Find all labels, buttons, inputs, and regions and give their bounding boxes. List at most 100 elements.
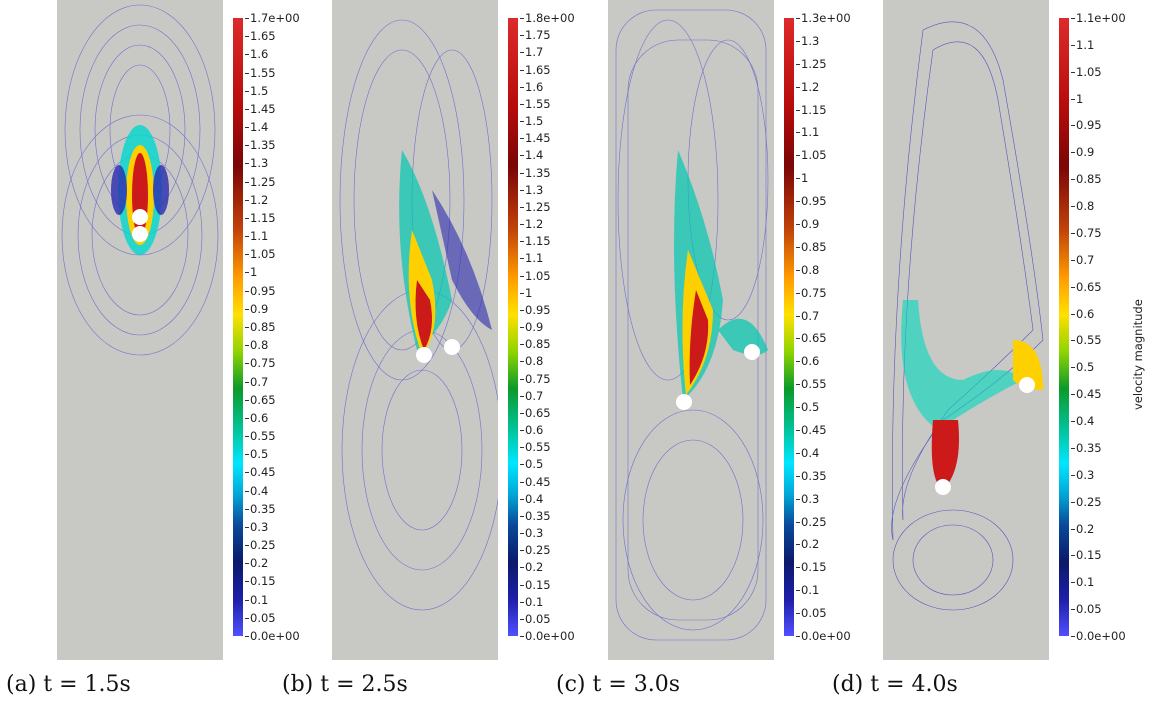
colorbar-tick-label: 0.45: [796, 423, 827, 437]
colorbar-tick-label: 1.35: [245, 138, 276, 153]
particle-2: [132, 226, 148, 242]
colorbar-tick-label: 0.2: [519, 560, 544, 575]
particle-1: [416, 347, 432, 363]
colorbar-tick-label: 1.05: [796, 148, 827, 163]
colorbar-tick-label: 1.5: [519, 114, 544, 128]
colorbar-tick-label: 0.4: [244, 483, 269, 498]
colorbar-tick-label: 0.25: [1071, 494, 1102, 509]
colorbar-title: velocity magnitude: [1131, 299, 1145, 410]
colorbar-tick-label: 1.1: [1070, 37, 1095, 52]
colorbar-tick-label: 0.6: [244, 410, 269, 425]
colorbar-tick-label: 0.45: [245, 465, 276, 480]
colorbar-tick-label: 0.2: [244, 556, 269, 571]
colorbar-tick-label: 0.3: [1070, 467, 1095, 482]
colorbar-tick-label: 0.6: [1070, 306, 1095, 321]
colorbar-tick-label: 1: [519, 285, 533, 300]
colorbar-tick-label: 1.15: [520, 234, 551, 249]
colorbar-tick-label: 0.75: [796, 285, 827, 300]
colorbar-tick-label: 0.45: [520, 474, 551, 489]
colorbar-tick-label: 0.05: [1071, 602, 1102, 617]
colorbar-tick-label: 0.55: [520, 440, 551, 455]
colorbar-tick-label: 0.7: [795, 308, 820, 323]
colorbar-tick-label: 0.95: [520, 302, 551, 317]
colorbar-tick-label: 1.65: [245, 29, 276, 44]
colorbar-tick-label: 0.1: [519, 594, 544, 609]
colorbar-tick-label: 1.3: [519, 182, 544, 197]
colorbar-tick-label: 1.65: [520, 62, 551, 77]
colorbar-tick-label: 0.6: [795, 354, 820, 369]
colorbar-tick-label: 1.75: [520, 28, 551, 43]
caption-b: (b) t = 2.5s: [282, 672, 408, 697]
streamline-plot-c: [615, 9, 769, 641]
colorbar-tick-label: 0.3: [795, 491, 820, 506]
colorbar-d: [1059, 18, 1069, 636]
colorbar-tick-label: 1.7e+00: [245, 11, 300, 25]
colorbar-tick-label: 1.55: [520, 96, 551, 111]
colorbar-tick-label: 1.1e+00: [1071, 11, 1126, 25]
colorbar-tick-label: 0.35: [796, 468, 827, 483]
colorbar-tick-label: 1: [1070, 91, 1084, 106]
colorbar-tick-label: 0.85: [245, 320, 276, 334]
colorbar-tick-label: 0.95: [245, 283, 276, 298]
colorbar-tick-label: 0.85: [520, 337, 551, 352]
colorbar-tick-label: 1.25: [245, 174, 276, 189]
colorbar-tick-label: 0.15: [520, 577, 551, 592]
colorbar-tick-label: 0.3: [244, 519, 269, 534]
colorbar-tick-label: 0.25: [245, 538, 276, 553]
colorbar-tick-label: 0.25: [796, 514, 827, 529]
colorbar-tick-label: 0.15: [1071, 548, 1102, 563]
colorbar-tick-label: 0.65: [245, 392, 276, 407]
colorbar-tick-label: 1.1: [519, 251, 544, 266]
colorbar-tick-label: 0.55: [1071, 333, 1102, 348]
colorbar-tick-label: 0.55: [245, 429, 276, 444]
colorbar-tick-label: 0.9: [1070, 145, 1095, 160]
colorbar-tick-label: 1.05: [1071, 64, 1102, 79]
colorbar-tick-label: 1.35: [520, 165, 551, 180]
particle-2: [1019, 377, 1035, 393]
colorbar-tick-label: 0.7: [519, 388, 544, 403]
colorbar-tick-label: 1.2: [244, 192, 269, 207]
colorbar-tick-label: 1.4: [519, 148, 544, 163]
particle-1: [935, 479, 951, 495]
flow-panel-c: [608, 0, 774, 660]
colorbar-tick-label: 0.8: [244, 338, 269, 353]
particle-1: [132, 209, 148, 225]
colorbar-tick-label: 1.25: [520, 199, 551, 214]
streamline-plot-d: [891, 21, 1044, 611]
colorbar-tick-label: 0.8: [795, 262, 820, 277]
colorbar-tick-label: 0.5: [244, 447, 269, 462]
colorbar-tick-label: 0.4: [519, 491, 544, 506]
colorbar-tick-label: 1.3e+00: [796, 11, 851, 25]
colorbar-tick-label: 0.4: [795, 445, 820, 460]
colorbar-tick-label: 0.15: [245, 574, 276, 589]
caption-d: (d) t = 4.0s: [832, 672, 958, 697]
colorbar-tick-label: 0.35: [245, 501, 276, 516]
colorbar-tick-label: 1.55: [245, 65, 276, 80]
colorbar-tick-label: 0.65: [520, 405, 551, 420]
colorbar-tick-label: 1.8e+00: [520, 11, 575, 25]
colorbar-tick-label: 0.5: [1070, 360, 1095, 375]
streamline-plot-b: [339, 19, 498, 611]
colorbar-tick-label: 1.45: [245, 101, 276, 116]
colorbar-tick-label: 0.95: [796, 194, 827, 209]
colorbar-tick-label: 1.4: [244, 120, 269, 135]
colorbar-tick-label: 1.15: [796, 102, 827, 117]
colorbar-tick-label: 1.15: [245, 210, 276, 225]
colorbar-tick-label: 0.65: [1071, 279, 1102, 294]
colorbar-tick-label: 0.5: [519, 457, 544, 472]
colorbar-tick-label: 1: [244, 265, 258, 280]
colorbar-tick-label: 0.25: [520, 543, 551, 558]
colorbar-tick-label: 0.0e+00: [1071, 629, 1126, 643]
colorbar-tick-label: 0.6: [519, 423, 544, 437]
colorbar-tick-label: 1.2: [519, 217, 544, 231]
colorbar-tick-label: 0.65: [796, 331, 827, 346]
colorbar-tick-label: 0.95: [1071, 118, 1102, 133]
colorbar-tick-label: 0.75: [245, 356, 276, 371]
colorbar-tick-label: 1.1: [795, 125, 820, 140]
colorbar-tick-label: 1.6: [244, 47, 269, 62]
colorbar-tick-label: 0.75: [520, 371, 551, 386]
flow-panel-b: [332, 0, 498, 660]
particle-1: [676, 394, 692, 410]
colorbar-tick-label: 0.0e+00: [796, 629, 851, 643]
colorbar-tick-label: 0.2: [1070, 521, 1095, 536]
